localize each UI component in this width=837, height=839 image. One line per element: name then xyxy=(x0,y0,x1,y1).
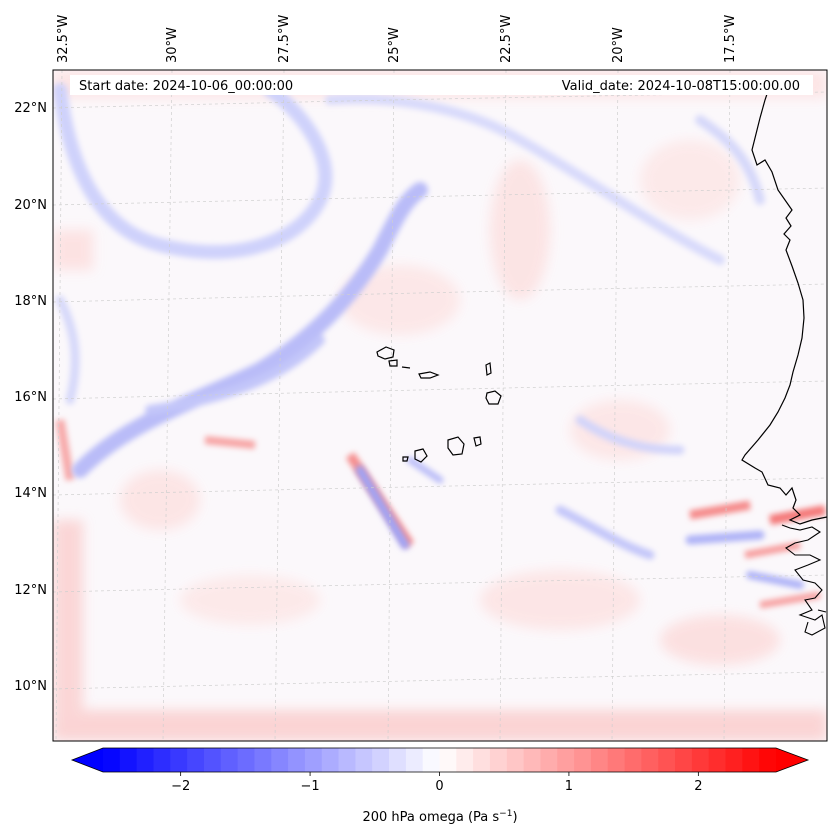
colorbar-tick-label: 0 xyxy=(435,779,443,794)
colorbar-cell xyxy=(153,748,171,772)
colorbar-cell xyxy=(136,748,155,772)
colorbar-cell xyxy=(254,748,272,772)
colorbar-max-extend xyxy=(776,748,808,772)
colorbar-cell xyxy=(523,748,542,772)
omega-field xyxy=(53,70,827,741)
gridlines xyxy=(53,70,827,741)
colorbar-cell xyxy=(624,748,642,772)
cape-verde-islands xyxy=(376,346,502,463)
colorbar-cell xyxy=(607,748,626,772)
senegal-gambia-coast xyxy=(781,524,827,636)
colorbar-cell xyxy=(321,748,340,772)
colorbar-cell xyxy=(759,748,777,772)
colorbar-cell xyxy=(271,748,289,772)
colorbar-cell xyxy=(675,748,693,772)
colorbar-cell xyxy=(220,748,239,772)
colorbar-cell xyxy=(422,748,441,772)
header-box xyxy=(70,75,813,95)
colorbar-cell xyxy=(641,748,659,772)
colorbar-ticks: −2 −1 0 1 2 xyxy=(171,772,702,794)
lat-label: 16°N xyxy=(14,390,47,405)
lon-label: 20°W xyxy=(611,27,626,63)
colorbar-tick-label: −2 xyxy=(171,779,190,794)
lon-label: 27.5°W xyxy=(277,15,292,63)
colorbar-tick-label: −1 xyxy=(300,779,319,794)
lon-label: 30°W xyxy=(165,27,180,63)
colorbar-cell xyxy=(119,748,138,772)
lat-label: 12°N xyxy=(14,583,47,598)
valid-date-label: Valid_date: 2024-10-08T15:00:00.00 xyxy=(562,79,800,94)
colorbar-label: 200 hPa omega (Pa s−1) xyxy=(362,809,517,825)
lon-label: 22.5°W xyxy=(499,15,514,63)
lat-label: 22°N xyxy=(14,101,47,116)
colorbar-cell xyxy=(439,748,457,772)
africa-coastline xyxy=(741,84,827,525)
colorbar-tick-label: 2 xyxy=(694,779,702,794)
colorbar-cell xyxy=(372,748,390,772)
colorbar-cell xyxy=(725,748,743,772)
colorbar-cell xyxy=(658,748,676,772)
colorbar-cell xyxy=(405,748,424,772)
colorbar-cell xyxy=(708,748,727,772)
colorbar-cell xyxy=(170,748,188,772)
lat-label: 14°N xyxy=(14,486,47,501)
colorbar-cell xyxy=(237,748,256,772)
colorbar-cell xyxy=(691,748,710,772)
latitude-labels: 22°N 20°N 18°N 16°N 14°N 12°N 10°N xyxy=(14,101,47,694)
colorbar-cell xyxy=(355,748,373,772)
colorbar-cell xyxy=(590,748,609,772)
lon-label: 25°W xyxy=(387,27,402,63)
colorbar-cell xyxy=(288,748,306,772)
colorbar-cell xyxy=(506,748,525,772)
colorbar-cell xyxy=(557,748,575,772)
colorbar-gradient xyxy=(103,748,777,772)
lon-label: 32.5°W xyxy=(56,15,71,63)
longitude-labels: 32.5°W 30°W 27.5°W 25°W 22.5°W 20°W 17.5… xyxy=(56,15,738,63)
colorbar-cell xyxy=(304,748,323,772)
colorbar-cell xyxy=(456,748,474,772)
colorbar-cell xyxy=(742,748,760,772)
map-panel xyxy=(52,69,828,742)
lon-label: 17.5°W xyxy=(723,15,738,63)
lat-label: 10°N xyxy=(14,679,47,694)
colorbar-cell xyxy=(540,748,558,772)
start-date-label: Start date: 2024-10-06_00:00:00 xyxy=(79,79,293,94)
colorbar-outline xyxy=(70,747,810,773)
colorbar-cell xyxy=(489,748,508,772)
map-frame xyxy=(52,69,828,742)
colorbar-cell xyxy=(338,748,356,772)
colorbar-min-extend xyxy=(72,748,103,772)
colorbar-cell xyxy=(103,748,121,772)
colorbar: −2 −1 0 1 2 200 hPa omega (Pa s−1) xyxy=(70,747,810,825)
colorbar-cell xyxy=(203,748,222,772)
lat-label: 18°N xyxy=(14,294,47,309)
colorbar-cell xyxy=(574,748,592,772)
colorbar-cell xyxy=(389,748,407,772)
colorbar-cell xyxy=(473,748,491,772)
colorbar-tick-label: 1 xyxy=(565,779,573,794)
colorbar-cell xyxy=(187,748,205,772)
lat-label: 20°N xyxy=(14,198,47,213)
